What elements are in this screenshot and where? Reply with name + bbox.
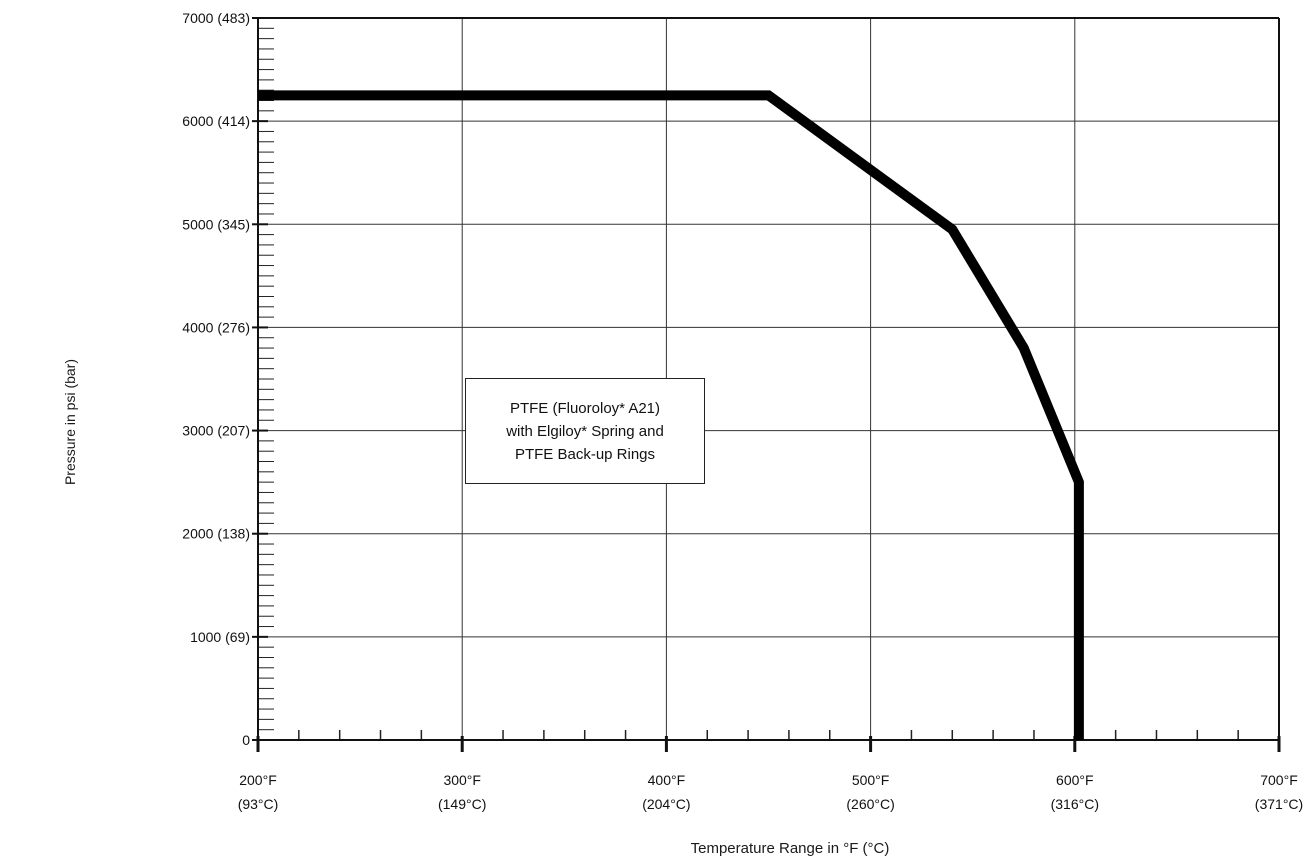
annotation-line-2: with Elgiloy* Spring and — [506, 422, 664, 440]
y-tick-labels: 0 1000 (69) 2000 (138) 3000 (207) 4000 (276)… — [182, 10, 250, 748]
annotation-box: PTFE (Fluoroloy* A21) with Elgiloy* Spri… — [465, 378, 705, 484]
y-tick-label: 6000 (414) — [182, 113, 250, 129]
y-tick-label: 7000 (483) — [182, 10, 250, 26]
y-tick-label: 3000 (207) — [182, 423, 250, 439]
x-axis-label: Temperature Range in °F (°C) — [690, 840, 890, 857]
x-tick-label-c: (93°C) — [238, 796, 279, 812]
x-tick-label-c: (204°C) — [642, 796, 690, 812]
y-axis-label: Pressure in psi (bar) — [62, 358, 78, 486]
y-tick-label: 5000 (345) — [182, 216, 250, 232]
x-tick-label-f: 300°F — [443, 772, 481, 788]
gridlines — [258, 18, 1279, 740]
x-tick-label-f: 200°F — [239, 772, 277, 788]
x-tick-label-c: (371°C) — [1255, 796, 1303, 812]
y-tick-label: 2000 (138) — [182, 526, 250, 542]
plot-frame — [256, 17, 1280, 752]
annotation-line-1: PTFE (Fluoroloy* A21) — [509, 399, 661, 417]
annotation-line-3: PTFE Back-up Rings — [514, 445, 656, 463]
y-tick-label: 0 — [242, 732, 250, 748]
x-tick-label-f: 500°F — [852, 772, 890, 788]
x-tick-labels: 200°F (93°C) 300°F (149°C) 400°F (204°C) 500°F… — [238, 772, 1304, 812]
x-tick-label-f: 600°F — [1056, 772, 1094, 788]
x-tick-label-f: 700°F — [1260, 772, 1298, 788]
x-tick-label-c: (316°C) — [1051, 796, 1099, 812]
x-tick-label-c: (149°C) — [438, 796, 486, 812]
series-line — [258, 90, 1084, 740]
y-tick-label: 4000 (276) — [182, 319, 250, 335]
x-tick-label-f: 400°F — [648, 772, 686, 788]
x-tick-label-c: (260°C) — [846, 796, 894, 812]
minor-ticks — [252, 17, 1281, 752]
series-layer — [257, 90, 1084, 741]
y-tick-label: 1000 (69) — [190, 629, 250, 645]
